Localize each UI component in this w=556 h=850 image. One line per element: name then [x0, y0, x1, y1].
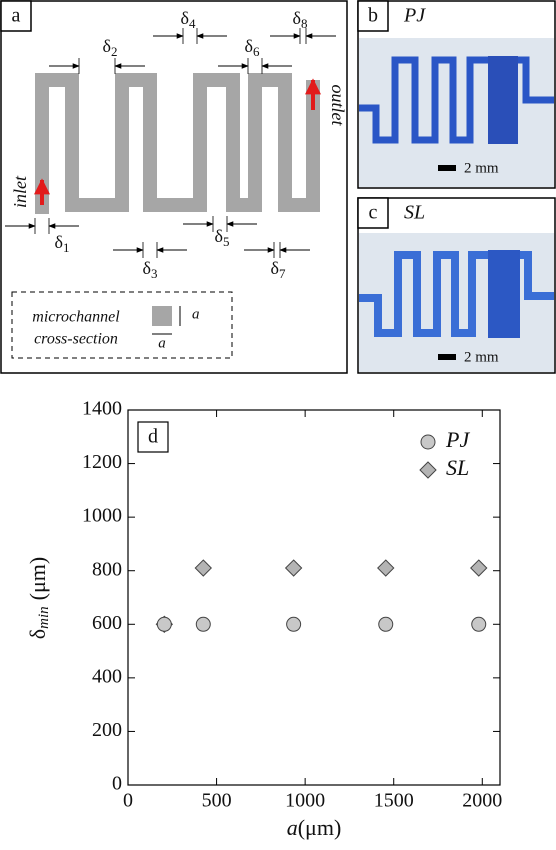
x-label-unit: (μm): [298, 815, 342, 840]
y-tick-label: 800: [92, 558, 122, 580]
bottom-label: a: [158, 335, 166, 351]
scale-label: 2 mm: [464, 349, 499, 365]
x-tick-label: 0: [123, 790, 133, 812]
delta-symbol: δ: [143, 258, 151, 278]
delta-label: δ6: [245, 36, 260, 59]
y-tick-label: 1000: [82, 505, 122, 527]
legend-label: SL: [446, 455, 469, 480]
delta-index: 8: [301, 16, 308, 31]
delta-index: 3: [151, 266, 158, 281]
channel: [35, 73, 320, 214]
y-tick-label: 0: [112, 773, 122, 795]
cross-section-box: [11, 291, 233, 359]
point: [156, 616, 172, 632]
delta-label: δ2: [103, 36, 118, 59]
side-label: a: [192, 306, 200, 322]
y-label-unit: (μm): [25, 557, 50, 601]
delta-index: 1: [63, 240, 70, 255]
panel-label-box: [0, 0, 32, 32]
plot-frame: [127, 409, 501, 786]
delta-label: δ7: [271, 258, 286, 281]
panel-title: SL: [404, 202, 425, 224]
delta-label: δ1: [55, 232, 70, 255]
point: [378, 616, 394, 632]
panel-label: b: [368, 5, 378, 27]
y-tick-label: 1400: [82, 398, 122, 420]
delta-symbol: δ: [293, 8, 301, 28]
delta-label: δ5: [215, 226, 230, 249]
y-tick-label: 1200: [82, 451, 122, 473]
cross-section-square: [152, 306, 172, 326]
channel-photo: [518, 56, 554, 104]
panel-label: a: [12, 5, 21, 27]
delta-index: 5: [223, 234, 230, 249]
legend-marker: [419, 461, 437, 479]
panel-title: PJ: [403, 5, 426, 27]
panel-c: c SL 2 mm: [357, 197, 556, 374]
delta-index: 6: [253, 44, 260, 59]
y-label-sub: min: [36, 606, 52, 629]
scale-bar: [438, 165, 456, 171]
channel-photo: [359, 56, 490, 144]
point: [470, 559, 488, 577]
y-tick-label: 400: [92, 665, 122, 687]
delta-symbol: δ: [181, 8, 189, 28]
panel-d: d a(μm) δmin(μm) 0 500 1000 1500 20000200400…: [25, 398, 502, 840]
delta-symbol: δ: [271, 258, 279, 278]
delta-symbol: δ: [245, 36, 253, 56]
delta-index: 4: [189, 16, 196, 31]
filled-channel: [488, 250, 520, 338]
y-tick-label: 200: [92, 719, 122, 741]
cross-section-line2: cross-section: [34, 331, 118, 348]
x-tick-label: 1000: [285, 790, 325, 812]
x-tick-label: 500: [202, 790, 232, 812]
inlet-label: inlet: [10, 175, 30, 208]
panel-label-box: [357, 197, 389, 229]
scale-label: 2 mm: [464, 160, 499, 176]
legend-label: PJ: [445, 427, 470, 452]
delta-symbol: δ: [103, 36, 111, 56]
delta-label: δ4: [181, 8, 196, 31]
channel-photo: [359, 251, 490, 337]
x-tick-label: 2000: [462, 790, 502, 812]
x-axis-label: a(μm): [287, 815, 342, 840]
y-axis-label: δmin (μm): [25, 557, 52, 639]
filled-channel: [488, 56, 518, 144]
delta-index: 2: [111, 44, 118, 59]
x-label-symbol: a: [287, 815, 298, 840]
y-tick-label: 600: [92, 612, 122, 634]
panel-b: b PJ 2 mm: [357, 0, 556, 189]
delta-label: δ3: [143, 258, 158, 281]
panel-label-box: [137, 421, 169, 453]
delta-symbol: δ: [215, 226, 223, 246]
cross-section-line1: microchannel: [32, 309, 120, 326]
x-tick-label: 1500: [374, 790, 414, 812]
scale-bar: [438, 354, 456, 360]
point: [286, 616, 302, 632]
legend-marker: [420, 434, 436, 450]
point: [195, 616, 211, 632]
delta-index: 7: [279, 266, 286, 281]
panel-label: d: [148, 426, 158, 448]
panel-label-box: [357, 0, 389, 32]
channel-photo: [520, 251, 554, 300]
y-label-symbol: δ: [25, 629, 50, 639]
outlet-label: outlet: [328, 85, 348, 127]
point: [194, 559, 212, 577]
point: [377, 559, 395, 577]
delta-label: δ8: [293, 8, 308, 31]
point: [284, 559, 303, 577]
point: [471, 616, 487, 632]
panel-label: c: [369, 202, 378, 224]
delta-symbol: δ: [55, 232, 63, 252]
